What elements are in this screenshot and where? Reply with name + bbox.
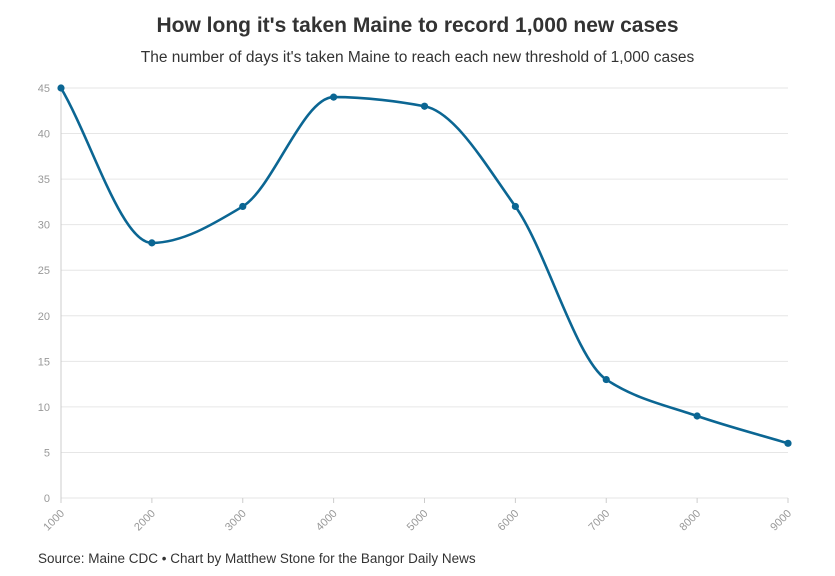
x-tick-label: 9000 — [768, 508, 794, 534]
y-tick-label: 5 — [44, 447, 50, 459]
data-point — [693, 412, 701, 420]
x-tick-label: 1000 — [41, 508, 67, 534]
data-point — [330, 93, 338, 101]
x-tick-label: 8000 — [677, 508, 703, 534]
x-tick-label: 4000 — [314, 508, 340, 534]
y-tick-label: 20 — [38, 311, 50, 323]
series-line — [59, 86, 790, 445]
series-layer — [59, 86, 790, 445]
y-tick-label: 10 — [38, 402, 50, 414]
data-point — [420, 102, 429, 110]
y-tick-label: 35 — [38, 174, 50, 186]
y-tick-label: 45 — [38, 83, 50, 95]
y-tick-label: 15 — [38, 356, 50, 368]
x-tick-label: 7000 — [587, 508, 613, 534]
data-point — [602, 375, 610, 384]
y-tick-label: 0 — [44, 493, 50, 505]
grid-lines — [61, 87, 788, 499]
data-point — [511, 202, 519, 211]
chart-title: How long it's taken Maine to record 1,00… — [156, 14, 679, 37]
y-axis-ticks: 0 5 10 15 20 25 30 35 40 45 — [38, 83, 50, 505]
y-tick-label: 40 — [38, 129, 50, 141]
x-tick-label: 3000 — [223, 508, 249, 534]
x-axis-ticks: 1000 2000 3000 4000 5000 6000 7000 8000 9000 — [41, 498, 794, 533]
x-tick-label: 2000 — [132, 508, 158, 534]
data-point — [784, 439, 792, 447]
points-layer — [57, 84, 792, 447]
y-tick-label: 30 — [38, 220, 50, 232]
data-point — [57, 84, 65, 92]
x-tick-label: 6000 — [496, 508, 522, 534]
chart-subtitle: The number of days it's taken Maine to r… — [140, 49, 695, 66]
data-point — [148, 239, 156, 247]
y-tick-label: 25 — [38, 265, 50, 277]
data-point — [239, 202, 247, 211]
source-note: Source: Maine CDC • Chart by Matthew Sto… — [38, 551, 476, 566]
x-tick-label: 5000 — [405, 508, 431, 534]
